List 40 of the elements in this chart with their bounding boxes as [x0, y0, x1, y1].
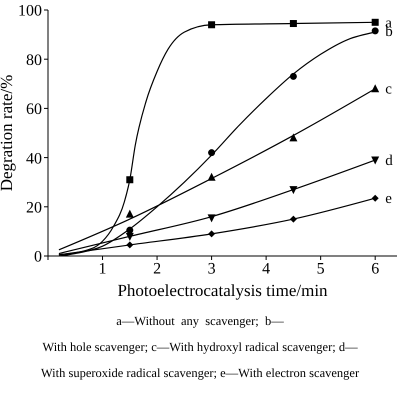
point	[372, 194, 379, 202]
point	[289, 133, 298, 142]
series-label: d	[385, 153, 394, 170]
point	[208, 149, 216, 156]
y-tick-label: 0	[34, 248, 42, 266]
y-tick-label: 100	[18, 2, 42, 20]
point	[126, 232, 134, 241]
y-axis-title: Degration rate/%	[0, 74, 16, 192]
x-tick-label: 6	[371, 260, 380, 278]
point	[126, 210, 134, 218]
point	[126, 241, 134, 248]
text: With hole scavenger; c—With hydroxyl radical scavenger; d—	[41, 339, 359, 356]
point	[208, 214, 216, 222]
x-tick-label: 2	[153, 260, 162, 278]
point	[289, 186, 298, 194]
y-tick-label: 20	[26, 199, 42, 216]
point	[208, 230, 216, 238]
x-tick-label: 4	[262, 260, 270, 278]
series-label: e	[385, 191, 392, 208]
y-tick-label: 60	[26, 101, 42, 118]
point	[126, 176, 134, 184]
x-tick-label: 5	[316, 260, 325, 278]
text: With superoxide radical scavenger; e—With electron scavenger	[40, 365, 360, 382]
x-tick-label: 3	[208, 260, 216, 278]
text: a—Without any scavenger; b—	[115, 313, 285, 330]
point	[372, 27, 379, 34]
point	[290, 20, 297, 28]
x-axis-title: Photoelectrocatalysis time/min	[117, 281, 328, 300]
point	[208, 172, 216, 181]
y-tick-label: 80	[26, 52, 42, 69]
x-tick-label: 1	[98, 260, 107, 278]
point	[371, 156, 380, 165]
point	[208, 21, 216, 28]
y-tick-label: 40	[26, 150, 42, 168]
point	[371, 84, 380, 92]
point	[290, 72, 297, 80]
series-label: c	[385, 82, 392, 98]
point	[372, 18, 379, 26]
point	[290, 216, 297, 223]
point	[126, 226, 134, 234]
